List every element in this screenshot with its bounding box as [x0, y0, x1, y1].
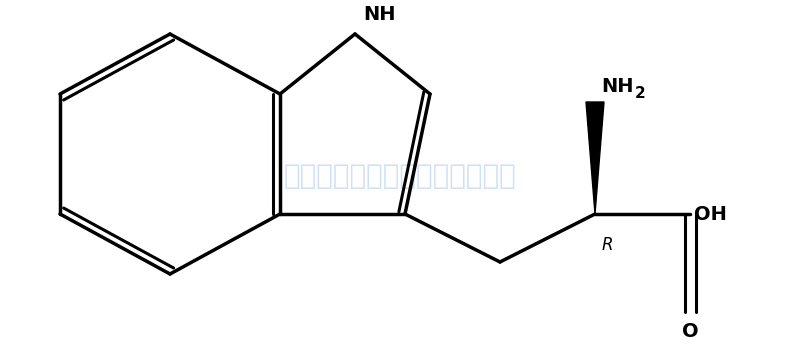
- Text: NH: NH: [601, 77, 634, 96]
- Text: 2: 2: [635, 86, 646, 101]
- Text: NH: NH: [363, 5, 395, 24]
- Text: R: R: [602, 236, 614, 254]
- Polygon shape: [586, 102, 604, 214]
- Text: OH: OH: [694, 205, 727, 224]
- Text: 四川省维克奇生物科技有限公司: 四川省维克奇生物科技有限公司: [284, 162, 516, 190]
- Text: O: O: [682, 322, 698, 341]
